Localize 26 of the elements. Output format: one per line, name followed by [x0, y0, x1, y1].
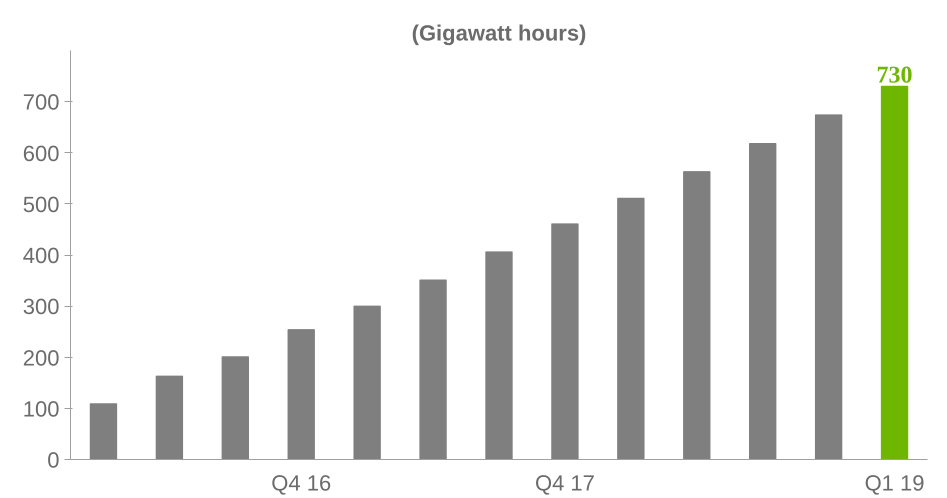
- y-tick-label: 400: [22, 243, 60, 268]
- bar: [288, 329, 315, 460]
- chart-title: (Gigawatt hours): [412, 20, 586, 46]
- bar: [749, 143, 776, 460]
- bar: [617, 198, 645, 460]
- x-tick-label: Q4 17: [534, 470, 595, 496]
- y-tick-label: 600: [22, 140, 60, 166]
- x-tick-label: Q4 16: [271, 470, 332, 496]
- bar: [222, 356, 249, 460]
- y-tick-label: 300: [22, 294, 60, 320]
- bar: [880, 86, 908, 460]
- y-tick-label: 700: [22, 90, 60, 115]
- bar: [485, 251, 513, 460]
- bar: [551, 223, 579, 460]
- bar: [419, 280, 447, 460]
- bar: [353, 306, 381, 460]
- y-tick-label: 500: [22, 192, 60, 217]
- bar: [814, 114, 842, 460]
- y-tick-label: 100: [22, 396, 60, 422]
- bar: [90, 403, 118, 460]
- bar: [683, 171, 710, 460]
- bar: [156, 376, 184, 460]
- y-tick-label: 0: [47, 448, 60, 472]
- y-tick-label: 200: [22, 345, 60, 370]
- x-tick-label: Q1 19: [864, 470, 925, 496]
- data-label: 730: [876, 62, 913, 88]
